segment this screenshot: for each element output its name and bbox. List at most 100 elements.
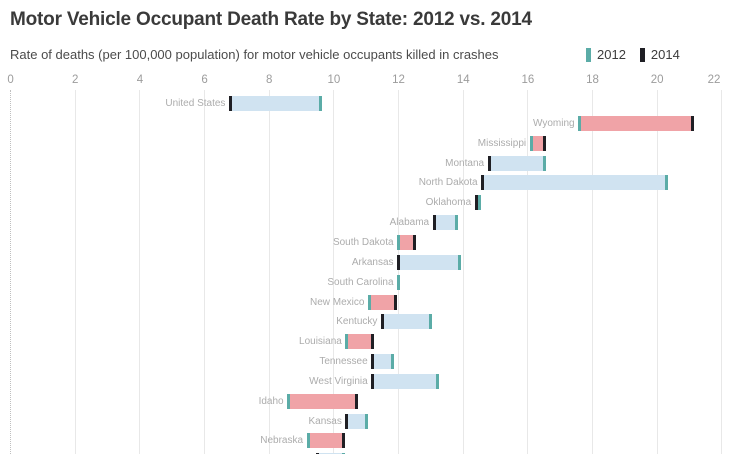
gridline [527,90,529,454]
range-bar [579,115,693,131]
state-label: Montana [445,157,485,169]
state-label: Louisiana [299,336,342,348]
tick-2014 [371,334,375,350]
tick-2012 [578,115,582,131]
gridline [268,90,270,454]
gridline [74,90,76,454]
state-label: South Dakota [332,236,394,248]
tick-2012 [458,254,462,270]
tick-2014 [432,215,436,231]
tick-2014 [393,294,397,310]
x-axis-tick-label: 16 [521,74,535,86]
range-bar [372,373,438,389]
tick-2012 [364,413,368,429]
tick-2014 [342,433,346,449]
gridline [333,90,335,454]
state-label: Arkansas [351,256,394,268]
range-bar [476,195,480,211]
tick-2012 [397,234,401,250]
range-bar [369,294,396,310]
tick-2012 [529,135,533,151]
tick-2014 [371,354,375,370]
legend-swatch-2012-icon [586,47,591,62]
page-title: Motor Vehicle Occupant Death Rate by Sta… [10,9,532,30]
range-bar [398,234,415,250]
legend-label-2014: 2014 [650,47,680,62]
tick-2012 [390,354,394,370]
legend-swatch-2014-icon [639,47,645,62]
range-bar [288,393,357,409]
state-label: Nebraska [260,435,304,447]
tick-2014 [487,155,491,171]
tick-2014 [228,96,232,111]
tick-2014 [345,413,349,429]
range-bar [346,334,373,350]
tick-2012 [397,274,401,290]
legend-label-2012: 2012 [597,47,626,62]
tick-2014 [380,314,384,330]
tick-2014 [397,254,401,270]
tick-2014 [413,234,417,250]
state-label: Mississippi [477,137,527,149]
tick-2012 [306,433,310,449]
range-bar [308,433,344,449]
range-bar [382,314,431,330]
tick-2014 [474,195,478,211]
range-bar [482,175,667,191]
tick-2012 [455,215,459,231]
x-axis-tick-label: 10 [327,74,341,86]
legend: 2012 2014 [586,47,680,62]
range-bar [434,215,457,231]
range-bar [531,135,545,151]
state-label: Kentucky [336,316,378,328]
zero-gridline [10,90,12,454]
state-label: Alabama [389,217,430,229]
tick-2014 [355,393,359,409]
gridline [462,90,464,454]
range-bar [230,96,321,111]
tick-2012 [435,373,439,389]
x-axis-tick-label: 8 [266,74,273,86]
chart-subtitle: Rate of deaths (per 100,000 population) … [10,47,499,62]
tick-2012 [429,314,433,330]
tick-2014 [481,175,485,191]
x-axis-tick-label: 6 [201,74,208,86]
state-label: South Carolina [327,276,394,288]
range-bar [372,354,393,370]
gridline [204,90,206,454]
tick-2014 [542,135,546,151]
gridline [721,90,723,454]
tick-2012 [345,334,349,350]
state-label: West Virginia [309,375,368,387]
x-axis-tick-label: 20 [650,74,664,86]
state-label: Oklahoma [425,197,472,209]
x-axis-tick-label: 14 [456,74,470,86]
gridline [656,90,658,454]
x-axis-tick-label: 22 [707,74,721,86]
gridline [398,90,400,454]
tick-2012 [367,294,371,310]
tick-2014 [691,115,695,131]
range-bar [398,254,460,270]
tick-2014 [371,373,375,389]
tick-2012 [542,155,546,171]
state-label: Tennessee [319,356,368,368]
x-axis-tick-label: 4 [136,74,144,86]
gridline [139,90,141,454]
state-label: Kansas [308,415,342,427]
x-axis-tick-label: 2 [72,74,79,86]
tick-2012 [665,175,669,191]
range-bar [489,155,545,171]
state-label: Idaho [258,395,284,407]
state-label: New Mexico [309,296,365,308]
state-label: Wyoming [533,117,575,129]
x-axis-tick-label: 0 [7,74,14,86]
tick-2012 [319,96,323,111]
x-axis-tick-label: 18 [586,74,599,86]
range-bar [346,413,367,429]
gridline [592,90,594,454]
tick-2012 [477,195,481,211]
tick-2012 [287,393,291,409]
state-label: United States [165,98,226,109]
